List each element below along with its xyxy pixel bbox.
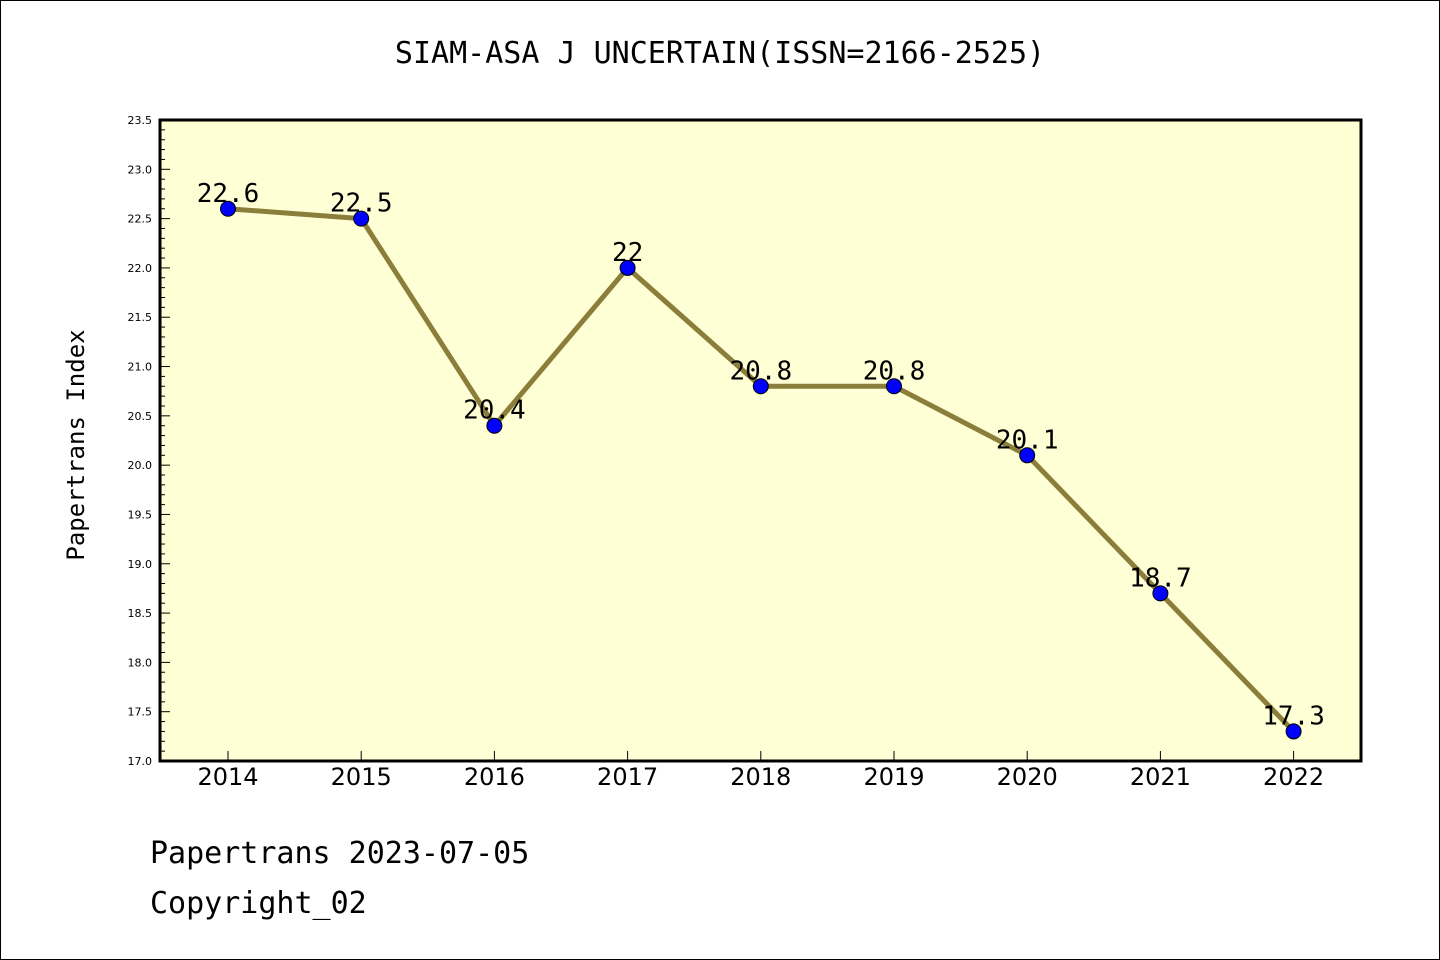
x-tick-label: 2019 — [863, 763, 924, 791]
data-point — [619, 259, 636, 276]
x-tick-label: 2015 — [331, 763, 392, 791]
y-tick-label: 20.5 — [128, 410, 153, 423]
y-tick-label: 18.0 — [128, 656, 153, 669]
data-point — [220, 200, 236, 217]
y-axis: 17.0 17.5 18.0 18.5 19.0 19.5 20.0 20.5 21.0 21.5… — [128, 114, 170, 768]
data-point — [1019, 447, 1036, 464]
footer-source-date: Papertrans 2023-07-05 — [150, 836, 530, 871]
y-tick-label: 23.5 — [128, 114, 153, 127]
x-tick-label: 2022 — [1263, 763, 1324, 791]
y-tick-label: 21.5 — [128, 311, 153, 324]
data-label: 22 — [612, 238, 643, 268]
data-point — [353, 210, 370, 227]
data-point — [1152, 585, 1169, 602]
y-tick-label: 19.0 — [128, 558, 153, 571]
x-tick-label: 2021 — [1130, 763, 1191, 791]
footer-copyright: Copyright_02 — [150, 886, 367, 921]
y-tick-label: 18.5 — [128, 607, 153, 620]
x-tick-label: 2016 — [464, 763, 525, 791]
data-point — [886, 378, 902, 395]
x-axis: 2014 2015 2016 2017 2018 2019 2020 2021 2022 — [197, 751, 1324, 791]
series-markers — [220, 200, 1302, 740]
y-tick-label: 17.0 — [128, 755, 153, 768]
x-tick-label: 2020 — [997, 763, 1058, 791]
x-tick-label: 2014 — [197, 763, 258, 791]
data-point — [486, 417, 503, 434]
data-label: 17.3 — [1262, 701, 1325, 731]
data-point — [1285, 723, 1302, 740]
data-label: 20.8 — [863, 356, 926, 386]
y-tick-label: 22.0 — [128, 262, 153, 275]
data-label: 20.4 — [463, 396, 526, 426]
y-tick-label: 22.5 — [128, 213, 153, 226]
x-tick-label: 2017 — [597, 763, 658, 791]
data-label: 20.1 — [996, 425, 1059, 455]
data-labels: 22.6 22.5 20.4 22 20.8 20.8 20.1 18.7 17.3 — [197, 179, 1325, 732]
data-point — [752, 378, 769, 395]
data-label: 22.5 — [330, 189, 393, 219]
chart-title: SIAM-ASA J UNCERTAIN(ISSN=2166-2525) — [394, 36, 1046, 71]
plot-area — [158, 118, 1363, 763]
x-tick-label: 2018 — [730, 763, 791, 791]
data-label: 20.8 — [729, 356, 792, 386]
data-label: 22.6 — [197, 179, 260, 209]
y-tick-label: 21.0 — [128, 361, 153, 374]
data-label: 18.7 — [1129, 563, 1192, 593]
y-tick-label: 20.0 — [128, 459, 153, 472]
y-tick-label: 19.5 — [128, 508, 153, 521]
y-tick-label: 23.0 — [128, 163, 153, 176]
y-tick-label: 17.5 — [128, 706, 153, 719]
